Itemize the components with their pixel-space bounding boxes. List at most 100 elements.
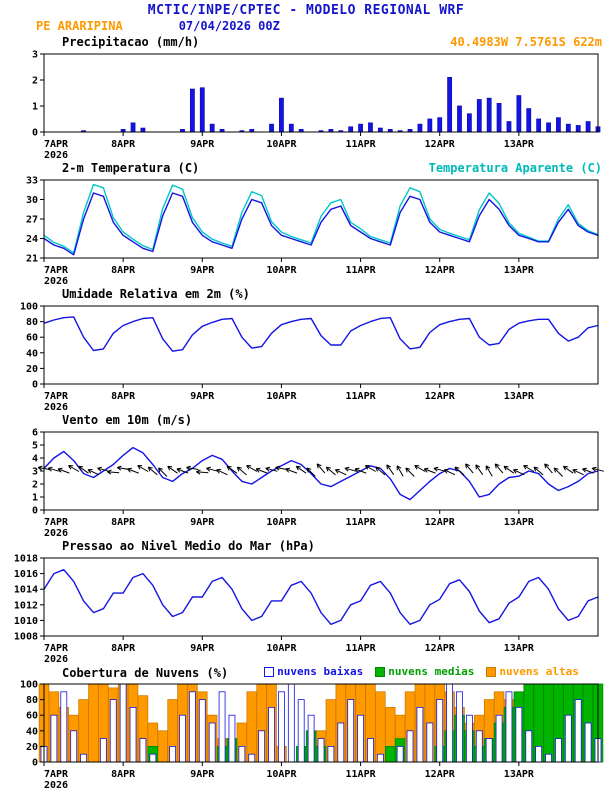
svg-text:2026: 2026 [44,654,68,664]
svg-text:80: 80 [26,317,38,328]
panel-temperature: 2-m Temperatura (C) Temperatura Aparente… [0,161,612,286]
svg-text:10APR: 10APR [266,769,297,780]
plot-frame [43,53,599,133]
humidity-title-row: Umidade Relativa em 2m (%) [0,287,612,302]
svg-text:33: 33 [26,176,38,187]
plot-frame [43,179,599,259]
page-title: MCTIC/INPE/CPTEC - MODELO REGIONAL WRF [147,3,465,18]
svg-text:8APR: 8APR [111,391,136,402]
svg-text:1: 1 [32,102,38,113]
legend-label-mid-clouds: nuvens medias [388,665,475,678]
svg-text:100: 100 [20,680,38,691]
svg-text:30: 30 [26,195,38,206]
header-subrow: PE ARARIPINA 07/04/2026 00Z [0,19,612,34]
svg-text:10APR: 10APR [266,139,297,150]
svg-text:60: 60 [26,711,38,722]
apparent-temperature-label: Temperatura Aparente (C) [428,161,602,175]
svg-text:12APR: 12APR [425,517,456,528]
svg-text:40: 40 [26,726,38,737]
svg-text:1018: 1018 [14,554,38,565]
svg-text:11APR: 11APR [346,517,377,528]
temperature-title-row: 2-m Temperatura (C) Temperatura Aparente… [0,161,612,176]
series-group [43,316,599,352]
clouds-title: Cobertura de Nuvens (%) [62,665,229,680]
svg-text:0: 0 [32,380,38,391]
svg-text:80: 80 [26,695,38,706]
clouds-title-row: Cobertura de Nuvens (%) nuvens baixas nu… [0,665,612,680]
svg-text:0: 0 [32,128,38,139]
svg-text:7APR: 7APR [44,391,69,402]
svg-text:2: 2 [32,76,38,87]
plot-frame [43,683,599,763]
svg-text:11APR: 11APR [346,139,377,150]
clouds-legend: nuvens baixas nuvens medias nuvens altas [252,665,579,678]
series-group [43,568,599,626]
svg-text:13APR: 13APR [504,391,535,402]
svg-text:1: 1 [32,493,38,504]
svg-text:7APR: 7APR [44,265,69,276]
svg-text:6: 6 [32,428,38,439]
svg-text:20: 20 [26,742,38,753]
svg-text:0: 0 [32,758,38,769]
svg-text:9APR: 9APR [190,517,215,528]
panel-clouds: Cobertura de Nuvens (%) nuvens baixas nu… [0,665,612,790]
svg-text:11APR: 11APR [346,391,377,402]
series-group [81,76,601,133]
svg-text:1016: 1016 [14,569,38,580]
svg-text:13APR: 13APR [504,517,535,528]
svg-text:5: 5 [32,441,38,452]
svg-text:4: 4 [32,454,38,465]
svg-text:12APR: 12APR [425,139,456,150]
legend-item-mid-clouds: nuvens medias [375,665,474,678]
legend-swatch-high-clouds [486,666,497,677]
svg-text:12APR: 12APR [425,643,456,654]
series-group [43,183,599,256]
wind-title: Vento em 10m (m/s) [62,413,193,427]
svg-text:10APR: 10APR [266,265,297,276]
wind-title-row: Vento em 10m (m/s) [0,413,612,428]
svg-text:40: 40 [26,348,38,359]
svg-text:3: 3 [32,50,38,61]
svg-text:2026: 2026 [44,780,68,790]
legend-swatch-mid-clouds [375,666,386,677]
svg-text:9APR: 9APR [190,265,215,276]
legend-item-low-clouds: nuvens baixas [264,665,363,678]
series-group [37,446,604,501]
svg-text:8APR: 8APR [111,769,136,780]
panel-wind: Vento em 10m (m/s) 0 1 2 3 4 5 6 7APR 2026 8APR 9A… [0,413,612,538]
svg-text:12APR: 12APR [425,265,456,276]
svg-text:8APR: 8APR [111,517,136,528]
svg-text:8APR: 8APR [111,643,136,654]
svg-text:11APR: 11APR [346,769,377,780]
panel-pressure: Pressao ao Nivel Medio do Mar (hPa) 1008… [0,539,612,664]
svg-text:8APR: 8APR [111,139,136,150]
pressure-title-row: Pressao ao Nivel Medio do Mar (hPa) [0,539,612,554]
legend-label-low-clouds: nuvens baixas [277,665,364,678]
svg-text:21: 21 [26,254,38,265]
svg-text:2026: 2026 [44,150,68,160]
svg-text:13APR: 13APR [504,769,535,780]
svg-text:2026: 2026 [44,528,68,538]
run-datetime: 07/04/2026 00Z [178,19,280,33]
svg-text:13APR: 13APR [504,139,535,150]
svg-text:2026: 2026 [44,402,68,412]
precipitation-title: Precipitacao (mm/h) [62,35,200,49]
svg-text:9APR: 9APR [190,769,215,780]
svg-text:11APR: 11APR [346,643,377,654]
series-group [38,683,604,763]
svg-text:10APR: 10APR [266,643,297,654]
svg-text:10APR: 10APR [266,391,297,402]
svg-text:7APR: 7APR [44,643,69,654]
svg-text:10APR: 10APR [266,517,297,528]
svg-text:9APR: 9APR [190,643,215,654]
coords-label: 40.4983W 7.5761S 622m [450,35,602,49]
